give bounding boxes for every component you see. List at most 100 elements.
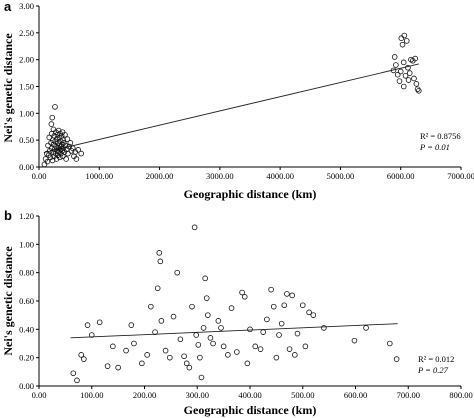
data-point <box>78 150 84 157</box>
data-point <box>393 62 399 68</box>
panel-b-y-label: Nei's genetic distance <box>1 246 15 356</box>
x-tick-label: 5000.00 <box>327 171 355 181</box>
data-point <box>195 342 202 348</box>
x-tick-label: 300.00 <box>186 390 209 400</box>
data-point <box>123 347 129 354</box>
data-point <box>401 32 408 39</box>
x-tick-label: 800.00 <box>449 390 472 400</box>
x-tick-label: 4000.00 <box>266 171 294 181</box>
panel-b-x-label: Geographic distance (km) <box>184 403 317 417</box>
data-point <box>411 75 417 82</box>
data-point <box>70 370 77 377</box>
data-point <box>402 72 409 79</box>
panel-a: a 0.00 0.50 1.00 1.50 2.00 2.50 3.00 0.00 1000.… <box>1 0 474 201</box>
data-point <box>276 332 282 338</box>
data-point <box>403 38 410 44</box>
data-point <box>252 343 259 350</box>
data-point <box>215 318 222 324</box>
data-point <box>363 325 369 331</box>
data-point <box>131 340 137 347</box>
data-point <box>84 322 91 328</box>
data-point <box>294 330 301 337</box>
panel-a-x-ticks: 0.00 1000.00 2000.00 3000.00 4000.00 5000.00 6… <box>32 167 474 181</box>
x-tick-label: 1000.00 <box>85 171 113 181</box>
data-point <box>115 364 121 371</box>
data-point <box>167 354 173 361</box>
y-tick-label: 1.20 <box>19 211 34 221</box>
data-point <box>181 353 187 360</box>
x-tick-label: 3000.00 <box>206 171 234 181</box>
data-point <box>405 64 411 71</box>
x-tick-label: 0.00 <box>32 390 47 400</box>
data-point <box>412 55 418 62</box>
y-tick-label: 1.00 <box>19 239 34 249</box>
data-point <box>148 303 154 310</box>
data-point <box>158 318 165 324</box>
data-point <box>399 41 406 48</box>
data-point <box>198 374 205 381</box>
data-point <box>270 303 277 310</box>
panel-a-y-label: Nei's genetic distance <box>1 33 15 143</box>
panel-a-p: P = 0.01 <box>419 142 450 152</box>
x-tick-label: 600.00 <box>344 390 367 400</box>
data-point <box>390 67 397 74</box>
data-point <box>157 258 164 265</box>
data-point <box>405 77 412 83</box>
data-point <box>220 343 227 350</box>
data-point <box>257 346 264 352</box>
y-tick-label: 0.60 <box>19 296 34 306</box>
data-point <box>351 337 358 344</box>
data-point <box>75 147 81 153</box>
x-tick-label: 400.00 <box>238 390 261 400</box>
data-point <box>200 325 207 331</box>
data-point <box>152 329 158 335</box>
data-point <box>396 78 403 84</box>
data-point <box>406 70 413 76</box>
panel-a-trendline <box>43 63 419 153</box>
data-point <box>239 289 245 296</box>
data-point <box>66 143 72 150</box>
y-tick-label: 0.80 <box>19 268 34 278</box>
panel-a-label: a <box>4 0 12 14</box>
data-point <box>128 322 135 328</box>
y-tick-label: 0.00 <box>19 162 34 172</box>
y-tick-label: 0.00 <box>19 381 34 391</box>
data-point <box>273 354 280 361</box>
data-point <box>228 305 235 311</box>
y-tick-label: 2.00 <box>19 55 34 65</box>
data-point <box>49 114 56 121</box>
data-point <box>281 302 288 309</box>
data-point <box>74 377 80 384</box>
data-point <box>62 132 68 138</box>
data-point <box>218 325 224 331</box>
panel-b-p: P = 0.27 <box>417 365 449 375</box>
data-point <box>203 295 210 301</box>
data-point <box>62 142 69 149</box>
data-point <box>44 158 51 165</box>
data-point <box>205 312 211 318</box>
data-point <box>88 332 95 338</box>
data-point <box>156 250 163 256</box>
data-point <box>264 316 270 323</box>
panel-a-y-ticks: 0.00 0.50 1.00 1.50 2.00 2.50 3.00 <box>19 1 39 172</box>
data-point <box>162 347 169 354</box>
x-tick-label: 0.00 <box>32 171 47 181</box>
panel-a-x-label: Geographic distance (km) <box>184 187 317 201</box>
data-point <box>234 349 240 355</box>
data-point <box>41 161 48 168</box>
data-point <box>202 275 208 282</box>
data-point <box>397 68 404 75</box>
data-point <box>391 54 398 60</box>
data-point <box>398 35 405 41</box>
data-point <box>321 325 327 331</box>
data-point <box>73 156 80 162</box>
x-tick-label: 6000.00 <box>387 171 415 181</box>
data-point <box>81 356 87 362</box>
data-point <box>186 364 193 371</box>
data-point <box>241 293 248 300</box>
data-point <box>174 269 181 276</box>
y-tick-label: 0.20 <box>19 353 34 363</box>
x-tick-label: 200.00 <box>133 390 156 400</box>
x-tick-label: 2000.00 <box>146 171 174 181</box>
